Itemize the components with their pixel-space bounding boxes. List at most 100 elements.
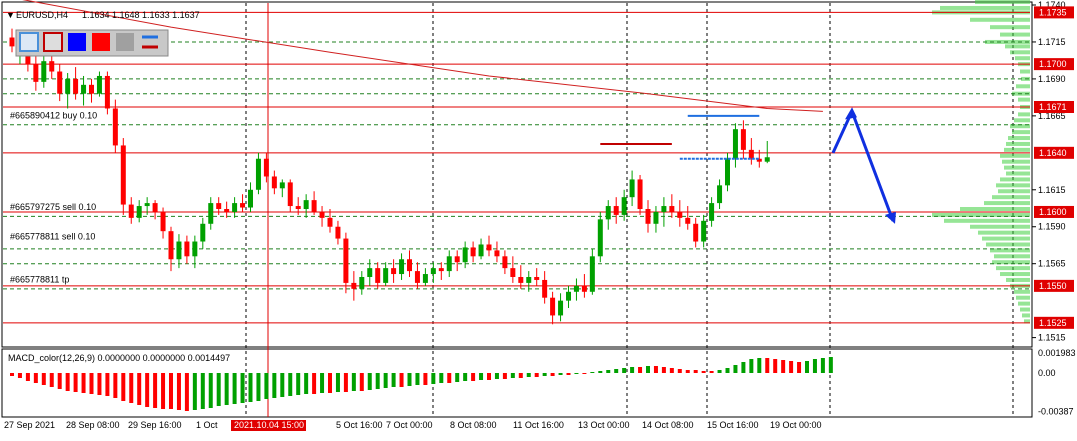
- candle-body: [748, 149, 754, 159]
- macd-bar: [550, 373, 555, 376]
- drawn-segments[interactable]: [600, 114, 760, 160]
- candle-body: [438, 268, 444, 272]
- macd-bar: [487, 373, 491, 380]
- macd-bar: [590, 372, 595, 373]
- swatch-outline-blue[interactable]: [19, 32, 39, 52]
- candle-body: [597, 219, 603, 257]
- chart-header: ▼ EURUSD,H4 1.1634 1.1648 1.1633 1.1637: [6, 10, 200, 20]
- level-tag-label: 1.1671: [1039, 102, 1067, 112]
- time-label: 15 Oct 16:00: [707, 420, 759, 430]
- volume-bar: [975, 0, 1030, 5]
- candle-body: [335, 226, 341, 239]
- swatch-fill[interactable]: [92, 33, 110, 51]
- volume-bar: [1008, 136, 1030, 141]
- candle-body: [629, 179, 635, 198]
- macd-bar: [820, 358, 825, 373]
- macd-bar: [375, 373, 380, 389]
- swatch-fill[interactable]: [68, 33, 86, 51]
- projection-arrow[interactable]: [831, 107, 896, 224]
- candle-body: [637, 179, 643, 209]
- candle-body: [391, 268, 397, 275]
- macd-bar: [224, 373, 229, 405]
- volume-bar: [1018, 97, 1030, 102]
- macd-bar: [25, 373, 30, 381]
- macd-bar: [129, 373, 134, 403]
- candle-body: [287, 182, 293, 207]
- macd-bar: [471, 373, 476, 381]
- macd-bar: [558, 373, 563, 375]
- candle-body: [375, 268, 381, 283]
- candle-body: [351, 282, 357, 289]
- level-tag: [1034, 58, 1074, 71]
- candle-body: [573, 285, 579, 292]
- swatch-fill[interactable]: [116, 33, 134, 51]
- time-label: 13 Oct 00:00: [578, 420, 630, 430]
- macd-bar: [343, 373, 348, 392]
- macd-bar: [73, 373, 78, 392]
- macd-bar: [463, 373, 468, 381]
- volume-bar: [1002, 159, 1030, 164]
- header-symbol: EURUSD,H4: [16, 10, 68, 20]
- macd-bar: [256, 373, 261, 401]
- order-label: #665778811 tp: [10, 274, 69, 284]
- object-toolbar[interactable]: [15, 29, 169, 57]
- macd-bar: [542, 373, 547, 376]
- macd-bar: [176, 373, 181, 410]
- macd-bar: [741, 362, 746, 373]
- candle-body: [263, 158, 269, 177]
- macd-bar: [526, 373, 531, 377]
- candle-body: [725, 158, 730, 186]
- candle-body: [446, 256, 452, 272]
- candle-body: [422, 274, 428, 283]
- volume-bar: [1005, 44, 1030, 49]
- macd-bar: [494, 373, 499, 379]
- volume-bar: [960, 207, 1030, 211]
- macd-bar: [439, 373, 444, 383]
- volume-bar: [1004, 147, 1030, 152]
- candle-body: [168, 231, 174, 260]
- macd-bar: [184, 373, 189, 411]
- macd-indicator: 0.001983 0.00 -0.00387: [10, 348, 1076, 417]
- level-tag-label: 1.1550: [1039, 281, 1067, 291]
- candle-body: [613, 206, 619, 215]
- candle-body: [486, 244, 492, 251]
- candle-body: [526, 277, 532, 283]
- volume-bar: [1020, 307, 1030, 312]
- level-tag: [1034, 205, 1074, 218]
- candle-body: [224, 209, 230, 212]
- macd-bar: [169, 373, 173, 409]
- volume-bar: [982, 236, 1030, 241]
- time-label: 7 Oct 00:00: [386, 420, 433, 430]
- moving-average: [22, 0, 823, 112]
- macd-bar: [57, 373, 62, 389]
- macd-bar: [391, 373, 396, 387]
- volume-bar: [1000, 32, 1030, 37]
- candle-body: [756, 158, 762, 162]
- macd-bar: [566, 373, 571, 375]
- candle-body: [566, 291, 571, 301]
- macd-bar: [288, 373, 293, 396]
- macd-bar: [661, 367, 666, 373]
- volume-bar: [1020, 69, 1030, 74]
- volume-bar: [984, 201, 1030, 206]
- volume-bar: [978, 230, 1030, 235]
- price-tick-label: 1.1740: [1038, 0, 1066, 10]
- macd-bar: [367, 373, 372, 390]
- macd-bar: [312, 373, 317, 394]
- macd-bar: [407, 373, 412, 386]
- price-tick-label: 1.1715: [1038, 37, 1066, 47]
- candle-body: [232, 203, 238, 212]
- swatch-outline-red[interactable]: [43, 32, 63, 52]
- candle-body: [295, 206, 301, 209]
- candle-body: [645, 209, 651, 224]
- volume-bar: [970, 224, 1030, 229]
- volume-bar: [940, 5, 1030, 10]
- volume-bar: [1000, 177, 1030, 182]
- macd-bar: [455, 373, 460, 382]
- macd-tick-label: 0.001983: [1038, 348, 1076, 358]
- candle-body: [279, 182, 285, 189]
- candle-body: [558, 300, 564, 316]
- macd-bar: [646, 366, 650, 373]
- macd-bar: [41, 373, 46, 385]
